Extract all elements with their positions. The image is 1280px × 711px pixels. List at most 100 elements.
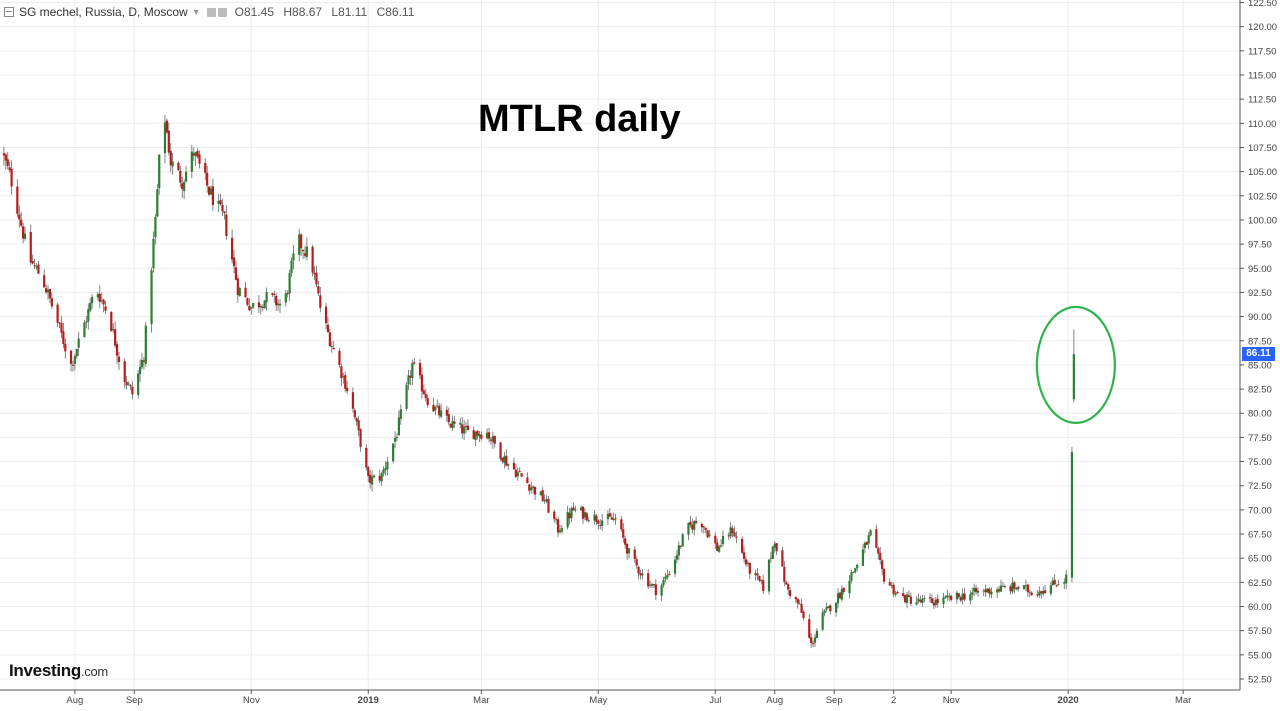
candle-up: [1022, 585, 1026, 590]
y-tick-label: 122.50: [1248, 0, 1277, 9]
candle-down: [865, 542, 868, 545]
candle-down: [928, 597, 932, 599]
candle-up: [999, 585, 1003, 592]
candle-up: [915, 601, 918, 605]
candle-up: [976, 590, 980, 593]
candle-down: [802, 611, 805, 619]
candle-up: [1049, 585, 1052, 594]
candle-down: [714, 535, 717, 544]
overlay-title: MTLR daily: [478, 98, 681, 140]
candle-down: [365, 447, 368, 468]
candle-down: [633, 549, 636, 559]
y-tick-label: 120.00: [1248, 22, 1277, 33]
close-value: C86.11: [376, 5, 415, 19]
candle-up: [278, 303, 282, 306]
candle-up: [583, 512, 587, 518]
candle-up: [850, 572, 853, 581]
candle-down: [543, 500, 546, 502]
candle-down: [211, 186, 215, 206]
x-tick-label: Aug: [766, 695, 783, 706]
candle-down: [179, 170, 182, 183]
candle-down: [328, 332, 331, 347]
candle-down: [1053, 579, 1056, 585]
candle-up: [89, 302, 92, 311]
x-tick-label: Mar: [1175, 695, 1191, 706]
eye-icon[interactable]: [217, 7, 227, 17]
collapse-icon[interactable]: [4, 7, 14, 17]
candle-up: [836, 593, 840, 604]
candle-up: [923, 598, 926, 600]
candle-up: [681, 534, 684, 547]
candle-down: [520, 473, 523, 477]
candle-up: [823, 610, 826, 614]
candle-up: [35, 266, 38, 268]
candle-down: [533, 487, 537, 495]
candle-down: [787, 584, 790, 590]
candle-down: [192, 153, 195, 156]
x-tick-label: Sep: [126, 695, 143, 706]
candle-up: [560, 528, 563, 532]
candle-up: [87, 309, 90, 322]
candle-up: [83, 322, 86, 338]
candle-down: [248, 305, 251, 311]
chevron-down-icon[interactable]: ▼: [191, 7, 201, 17]
candle-up: [558, 530, 562, 533]
candle-up: [1028, 591, 1031, 593]
candle-up: [342, 376, 345, 378]
candle-down: [959, 597, 962, 601]
candle-down: [43, 275, 46, 288]
last-price-tag: 86.11: [1242, 347, 1275, 361]
candle-down: [625, 543, 629, 554]
candle-up: [91, 296, 94, 304]
candle-down: [902, 593, 905, 597]
logo-suffix: .com: [80, 664, 108, 679]
candle-down: [169, 150, 172, 166]
candle-down: [599, 525, 602, 527]
candle-down: [102, 299, 105, 305]
candle-down: [326, 324, 330, 332]
candle-up: [767, 559, 771, 592]
candle-down: [731, 528, 734, 533]
candle-up: [718, 546, 721, 552]
candle-down: [16, 186, 19, 214]
candle-down: [378, 475, 381, 481]
candle-down: [788, 590, 792, 597]
candle-up: [627, 548, 631, 554]
candle-down: [1009, 586, 1012, 592]
candle-down: [480, 434, 483, 439]
candle-down: [514, 469, 517, 477]
candle-up: [370, 476, 374, 485]
settings-icon[interactable]: [206, 7, 216, 17]
candle-down: [706, 530, 709, 538]
candle-down: [313, 272, 316, 275]
candle-up: [171, 161, 174, 167]
candle-down: [489, 439, 493, 441]
candle-up: [641, 573, 644, 576]
candle-down: [888, 582, 891, 586]
candle-up: [825, 607, 828, 610]
candle-up: [478, 434, 481, 437]
y-tick-label: 107.50: [1248, 143, 1277, 154]
candle-up: [660, 585, 663, 596]
candle-up: [436, 405, 439, 407]
candle-down: [762, 580, 765, 591]
candle-up: [969, 594, 972, 601]
candle-up: [848, 580, 851, 594]
candle-down: [271, 293, 274, 295]
x-tick-label: Nov: [243, 695, 260, 706]
candle-down: [424, 393, 427, 399]
candle-up: [890, 585, 893, 587]
symbol-line[interactable]: SG mechel, Russia, D, Moscow: [19, 5, 188, 19]
candle-up: [986, 588, 989, 593]
candle-up: [288, 273, 291, 294]
candle-down: [879, 552, 882, 560]
y-tick-label: 92.50: [1248, 288, 1272, 299]
candle-up: [77, 338, 80, 348]
candle-down: [420, 374, 424, 392]
candle-down: [438, 405, 441, 416]
candle-down: [204, 162, 207, 173]
candle-up: [612, 518, 615, 521]
candle-down: [114, 329, 117, 346]
candle-up: [532, 486, 535, 489]
candle-up: [813, 637, 817, 643]
